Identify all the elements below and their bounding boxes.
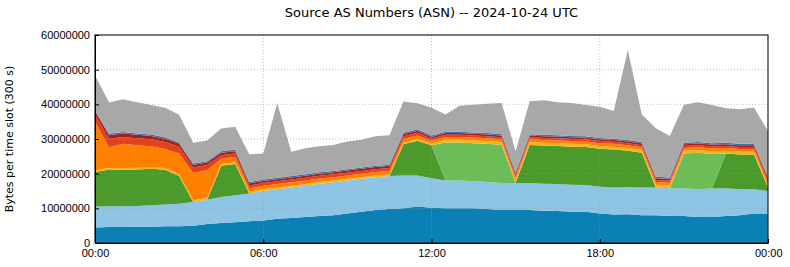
tick-mark (768, 239, 769, 243)
tick-mark (432, 239, 433, 243)
tick-mark (263, 239, 264, 243)
tick-mark (600, 239, 601, 243)
tick-label: 20000000 (41, 168, 90, 180)
tick-mark (95, 174, 99, 175)
tick-label: 00:00 (755, 247, 783, 259)
tick-label: 10000000 (41, 202, 90, 214)
tick-mark (95, 35, 99, 36)
grid-line (95, 69, 768, 70)
tick-label: 50000000 (41, 64, 90, 76)
tick-label: 18:00 (586, 247, 614, 259)
tick: 10000000 (41, 202, 99, 214)
tick: 06:00 (250, 239, 278, 259)
tick-mark (95, 239, 96, 243)
tick: 60000000 (41, 29, 99, 41)
tick: 30000000 (41, 133, 99, 145)
tick-label: 40000000 (41, 98, 90, 110)
chart-title: Source AS Numbers (ASN) -- 2024-10-24 UT… (285, 5, 578, 20)
chart: 0100000002000000030000000400000005000000… (0, 0, 790, 267)
grid-line (263, 35, 264, 243)
tick: 12:00 (418, 239, 446, 259)
tick-mark (95, 208, 99, 209)
axis-line (96, 243, 769, 244)
grid-line (95, 208, 768, 209)
tick-mark (95, 139, 99, 140)
y-axis-title: Bytes per time slot (300 s) (3, 66, 16, 213)
grid-line (431, 35, 432, 243)
tick-mark (95, 104, 99, 105)
grid-line (599, 35, 600, 243)
tick: 00:00 (755, 239, 783, 259)
tick-label: 00:00 (82, 247, 110, 259)
tick-mark (95, 70, 99, 71)
tick: 18:00 (586, 239, 614, 259)
tick: 40000000 (41, 98, 99, 110)
tick: 50000000 (41, 64, 99, 76)
tick-label: 12:00 (418, 247, 446, 259)
tick: 00:00 (82, 239, 110, 259)
grid (95, 35, 768, 243)
area-series (95, 50, 768, 182)
tick-label: 06:00 (250, 247, 278, 259)
plot-frame (95, 35, 768, 243)
y-axis: 0100000002000000030000000400000005000000… (41, 29, 99, 249)
x-axis: 00:00 06:00 12:00 18:00 00:00 (82, 239, 783, 259)
grid-line (95, 139, 768, 140)
tick-label: 60000000 (41, 29, 90, 41)
tick: 20000000 (41, 168, 99, 180)
tick-label: 30000000 (41, 133, 90, 145)
